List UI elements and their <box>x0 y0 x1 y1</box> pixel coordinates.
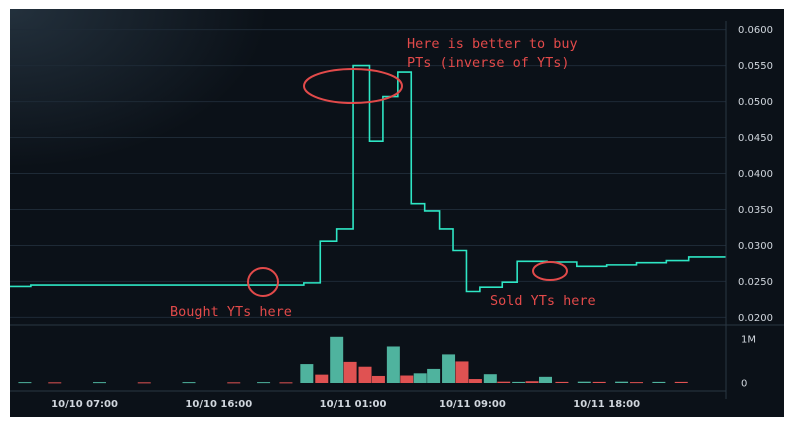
annotation-circle-peak <box>303 68 403 104</box>
price-chart: 0.0600 0.0550 0.0500 0.0450 0.0400 0.0350 0.03… <box>10 21 784 410</box>
price-line-layer <box>10 64 726 293</box>
volume-bar <box>330 336 344 383</box>
volume-bar <box>577 381 591 383</box>
volume-bar <box>497 381 511 383</box>
y-tick-label: 0.0300 <box>738 241 773 252</box>
annotation-text-peak-line-2: PTs (inverse of YTs) <box>407 55 570 71</box>
y-tick-label: 0.0250 <box>738 277 773 288</box>
volume-bar <box>371 375 385 383</box>
annotation-circle-sell <box>532 261 568 281</box>
volume-bar <box>48 382 62 384</box>
volume-tick-label: 0 <box>741 379 747 390</box>
volume-bar <box>227 382 241 384</box>
y-tick-label: 0.0600 <box>738 25 773 36</box>
x-tick-label: 10/10 07:00 <box>51 399 118 410</box>
axes <box>10 21 784 399</box>
y-ticks: 0.0600 0.0550 0.0500 0.0450 0.0400 0.0350 0.03… <box>738 25 773 389</box>
volume-bar <box>468 379 482 383</box>
volume-bar <box>427 368 441 383</box>
volume-bar <box>315 374 329 383</box>
volume-bar <box>343 361 357 383</box>
y-tick-label: 0.0200 <box>738 313 773 324</box>
annotation-circle-buy <box>247 267 279 297</box>
annotation-text-buy: Bought YTs here <box>170 304 292 320</box>
x-tick-label: 10/10 16:00 <box>185 399 252 410</box>
volume-bar <box>525 381 539 383</box>
volume-bar <box>652 381 666 383</box>
y-tick-label: 0.0400 <box>738 169 773 180</box>
x-tick-label: 10/11 18:00 <box>573 399 640 410</box>
annotation-text-sell: Sold YTs here <box>490 293 596 309</box>
y-tick-label: 0.0350 <box>738 205 773 216</box>
volume-bar <box>483 374 497 383</box>
volume-bar <box>592 381 606 383</box>
grid-lines <box>10 29 726 318</box>
volume-bar <box>413 373 427 383</box>
y-tick-label: 0.0500 <box>738 97 773 108</box>
annotations: Here is better to buy PTs (inverse of YT… <box>170 36 596 320</box>
volume-bar <box>555 381 569 383</box>
x-ticks: 10/10 07:00 10/10 16:00 10/11 01:00 10/11 0… <box>51 399 640 410</box>
volume-bar <box>386 346 400 383</box>
volume-bar <box>93 382 106 384</box>
volume-bar <box>455 361 469 383</box>
x-tick-label: 10/11 01:00 <box>320 399 387 410</box>
volume-bar <box>674 381 688 383</box>
volume-bar <box>630 382 643 384</box>
volume-bar <box>257 382 271 384</box>
volume-tick-label: 1M <box>741 335 756 346</box>
annotation-text-peak-line-1: Here is better to buy <box>407 36 578 52</box>
volume-bar <box>615 381 629 383</box>
volume-bar <box>358 366 372 383</box>
volume-bar <box>279 382 293 384</box>
volume-bar <box>512 381 526 383</box>
volume-bar <box>400 375 414 383</box>
volume-bar <box>300 364 314 383</box>
volume-bar <box>442 354 456 383</box>
volume-bar <box>137 382 151 384</box>
volume-bar <box>182 382 196 384</box>
chart-frame: 0.0600 0.0550 0.0500 0.0450 0.0400 0.0350 0.03… <box>10 9 784 417</box>
volume-bar <box>539 376 553 383</box>
x-tick-label: 10/11 09:00 <box>439 399 506 410</box>
price-step-line <box>10 64 726 293</box>
y-tick-label: 0.0550 <box>738 61 773 72</box>
volume-bar <box>18 382 32 384</box>
volume-bars <box>18 336 688 384</box>
y-tick-label: 0.0450 <box>738 133 773 144</box>
